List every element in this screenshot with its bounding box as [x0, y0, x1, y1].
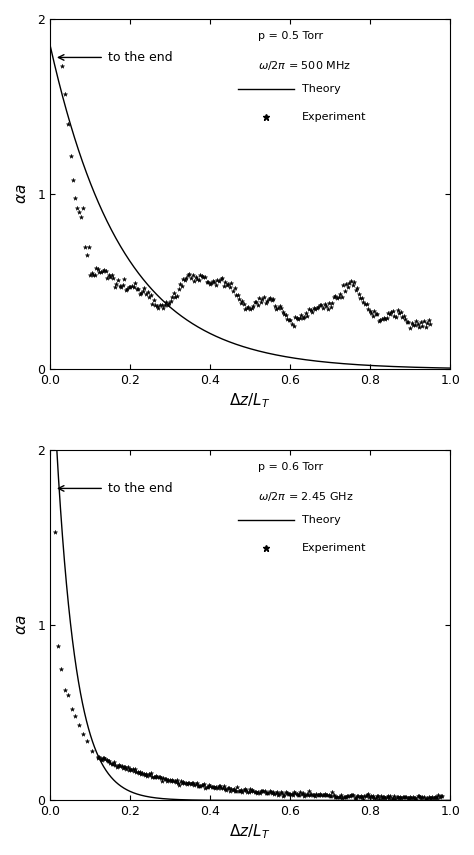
Text: Theory: Theory: [302, 515, 341, 525]
Text: $\omega$/2$\pi$ = 2.45 GHz: $\omega$/2$\pi$ = 2.45 GHz: [258, 490, 354, 504]
X-axis label: $\Delta z/L_T$: $\Delta z/L_T$: [229, 392, 271, 410]
Text: Experiment: Experiment: [302, 112, 367, 122]
Text: p = 0.5 Torr: p = 0.5 Torr: [258, 31, 323, 41]
Text: to the end: to the end: [108, 482, 173, 495]
Y-axis label: $\alpha a$: $\alpha a$: [14, 615, 29, 635]
X-axis label: $\Delta z/L_T$: $\Delta z/L_T$: [229, 823, 271, 841]
Text: to the end: to the end: [108, 51, 173, 64]
Text: p = 0.6 Torr: p = 0.6 Torr: [258, 463, 323, 472]
Text: Experiment: Experiment: [302, 543, 367, 553]
Y-axis label: $\alpha a$: $\alpha a$: [14, 184, 29, 204]
Text: $\omega$/2$\pi$ = 500 MHz: $\omega$/2$\pi$ = 500 MHz: [258, 59, 351, 72]
Text: Theory: Theory: [302, 84, 341, 94]
